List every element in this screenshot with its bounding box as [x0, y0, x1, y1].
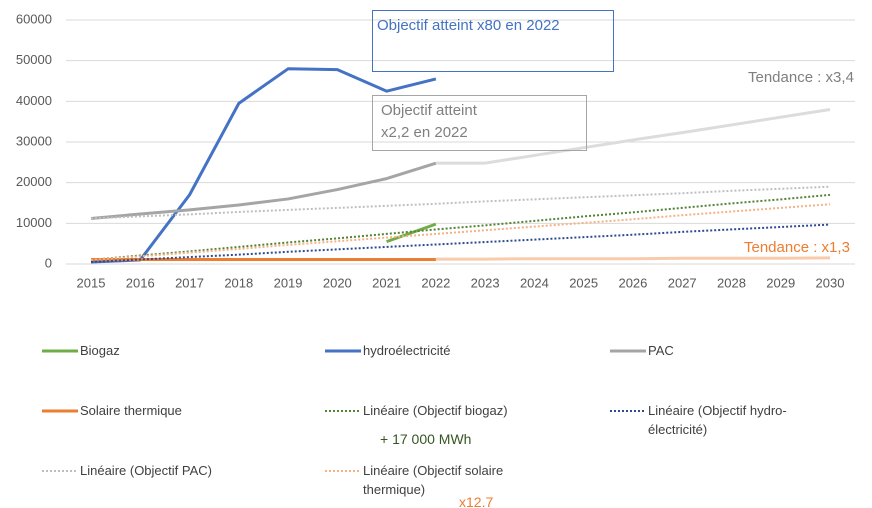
series-line: [90, 223, 831, 263]
x-tick-label: 2025: [569, 275, 598, 290]
series-line: [90, 203, 831, 261]
series-line: [90, 193, 831, 261]
y-tick-label: 50000: [16, 52, 52, 67]
series-line: [435, 107, 831, 165]
y-tick-label: 60000: [16, 11, 52, 26]
x-tick-label: 2016: [126, 275, 155, 290]
annotation: Objectif atteint x2,2 en 2022: [372, 95, 587, 151]
y-tick-label: 10000: [16, 215, 52, 230]
x-tick-label: 2028: [717, 275, 746, 290]
annotation: Objectif atteint x80 en 2022: [372, 10, 614, 72]
x-tick-label: 2021: [372, 275, 401, 290]
annotation: x12.7: [459, 494, 494, 508]
legend-label: Linéaire (Objectif solaire thermique): [363, 463, 504, 497]
y-tick-label: 30000: [16, 133, 52, 148]
x-tick-label: 2027: [668, 275, 697, 290]
series-line: [90, 161, 437, 220]
legend-label: PAC: [648, 343, 674, 358]
annotation: Tendance : x1,3: [744, 239, 850, 256]
y-tick-label: 40000: [16, 93, 52, 108]
annotation: Tendance : x3,4: [748, 69, 854, 86]
series-line: [386, 222, 437, 244]
x-tick-label: 2019: [274, 275, 303, 290]
x-tick-label: 2029: [766, 275, 795, 290]
x-tick-label: 2015: [77, 275, 106, 290]
legend-label: Linéaire (Objectif hydro-électricité): [648, 403, 787, 437]
legend-label: Linéaire (Objectif PAC): [80, 463, 212, 478]
x-tick-label: 2017: [175, 275, 204, 290]
legend-label: Biogaz: [80, 343, 120, 358]
x-tick-label: 2022: [421, 275, 450, 290]
series-line: [90, 185, 831, 220]
series-line: [90, 67, 437, 264]
x-tick-label: 2024: [520, 275, 549, 290]
y-tick-label: 0: [45, 255, 52, 270]
annotation: + 17 000 MWh: [380, 431, 472, 447]
x-tick-label: 2020: [323, 275, 352, 290]
x-tick-label: 2023: [471, 275, 500, 290]
legend-label: Linéaire (Objectif biogaz): [363, 403, 508, 418]
legend-label: Solaire thermique: [80, 403, 182, 418]
series-line: [435, 256, 831, 261]
x-tick-label: 2030: [816, 275, 845, 290]
legend-label: hydroélectricité: [363, 343, 451, 358]
x-tick-label: 2018: [224, 275, 253, 290]
y-tick-label: 20000: [16, 174, 52, 189]
x-tick-label: 2026: [618, 275, 647, 290]
